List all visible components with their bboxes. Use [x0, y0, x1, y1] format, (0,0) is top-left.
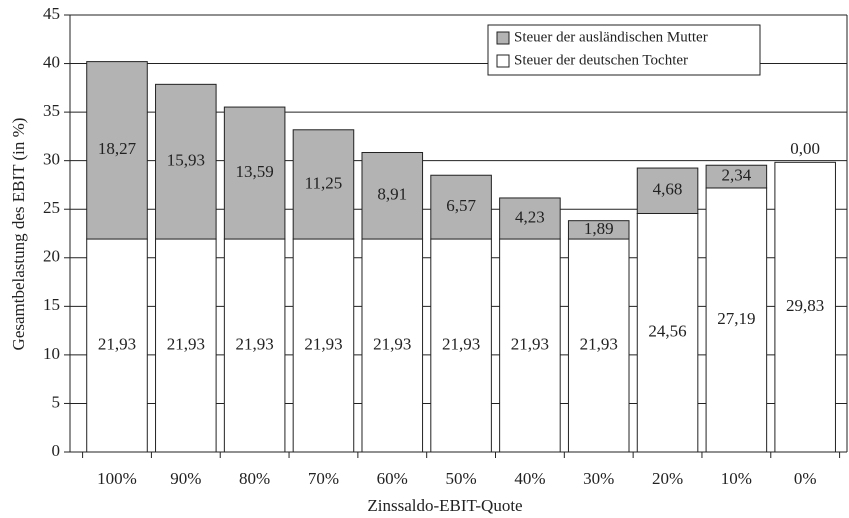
x-tick-label: 90% [170, 469, 201, 488]
bar-segment [155, 83, 217, 240]
bar-segment [705, 187, 768, 453]
x-tick-label: 50% [446, 469, 477, 488]
value-label: 29,83 [786, 296, 824, 315]
x-tick-label: 0% [794, 469, 817, 488]
bar-segment [430, 238, 492, 453]
bar-segment [774, 161, 836, 453]
y-tick-label: 35 [43, 101, 60, 120]
value-label: 18,27 [98, 139, 137, 158]
legend-swatch [496, 54, 510, 68]
value-label: 27,19 [717, 309, 755, 328]
legend-label: Steuer der deutschen Tochter [514, 52, 688, 68]
legend-box [487, 24, 761, 76]
bar-segment [499, 238, 561, 453]
y-tick-label: 25 [43, 198, 60, 217]
value-label: 24,56 [648, 322, 686, 341]
bar-segment [636, 167, 699, 214]
value-label: 21,93 [511, 334, 549, 353]
y-tick-label: 45 [43, 4, 60, 23]
y-tick-label: 30 [43, 150, 60, 169]
bar-segment [499, 197, 561, 240]
value-label: 21,93 [304, 334, 342, 353]
legend-swatch [496, 31, 510, 45]
x-tick-label: 100% [97, 469, 137, 488]
y-tick-label: 20 [43, 247, 60, 266]
bar-segment [292, 129, 355, 240]
y-axis-title: Gesamtbelastung des EBIT (in %) [9, 118, 28, 351]
legend-label: Steuer der ausländischen Mutter [514, 29, 708, 45]
value-label: 0,00 [790, 139, 820, 158]
bar-segment [636, 212, 699, 453]
value-label: 21,93 [98, 334, 136, 353]
value-label: 13,59 [236, 162, 274, 181]
value-label: 21,93 [580, 334, 618, 353]
bar-segment [705, 164, 768, 189]
x-tick-label: 80% [239, 469, 270, 488]
x-axis-title: Zinssaldo-EBIT-Quote [367, 496, 522, 515]
value-label: 21,93 [236, 334, 274, 353]
value-label: 11,25 [305, 173, 343, 192]
bar-segment [361, 152, 424, 240]
bar-segment [292, 238, 355, 453]
y-tick-label: 10 [43, 344, 60, 363]
value-label: 4,23 [515, 207, 545, 226]
value-label: 21,93 [373, 334, 411, 353]
bar-segment [567, 220, 630, 240]
y-tick-label: 5 [52, 392, 61, 411]
bar-segment [430, 174, 492, 240]
x-tick-label: 20% [652, 469, 683, 488]
value-label: 1,89 [584, 219, 614, 238]
value-label: 4,68 [653, 180, 683, 199]
x-tick-label: 60% [377, 469, 408, 488]
legend: Steuer der ausländischen Mutter Steuer de… [487, 24, 761, 76]
value-label: 21,93 [167, 334, 205, 353]
bar-segment [155, 238, 217, 453]
x-tick-label: 30% [583, 469, 614, 488]
bar-segment [361, 238, 424, 453]
x-tick-label: 70% [308, 469, 339, 488]
value-label: 15,93 [167, 151, 205, 170]
value-label: 21,93 [442, 334, 480, 353]
x-tick-label: 10% [721, 469, 752, 488]
x-tick-label: 40% [514, 469, 545, 488]
value-label: 2,34 [721, 165, 751, 184]
value-label: 8,91 [377, 185, 407, 204]
y-tick-label: 0 [52, 441, 61, 460]
y-tick-label: 40 [43, 52, 60, 71]
value-label: 6,57 [446, 196, 476, 215]
y-tick-label: 15 [43, 295, 60, 314]
bar-segment [223, 106, 286, 240]
bar-segment [86, 61, 148, 240]
bar-segment [567, 238, 630, 453]
